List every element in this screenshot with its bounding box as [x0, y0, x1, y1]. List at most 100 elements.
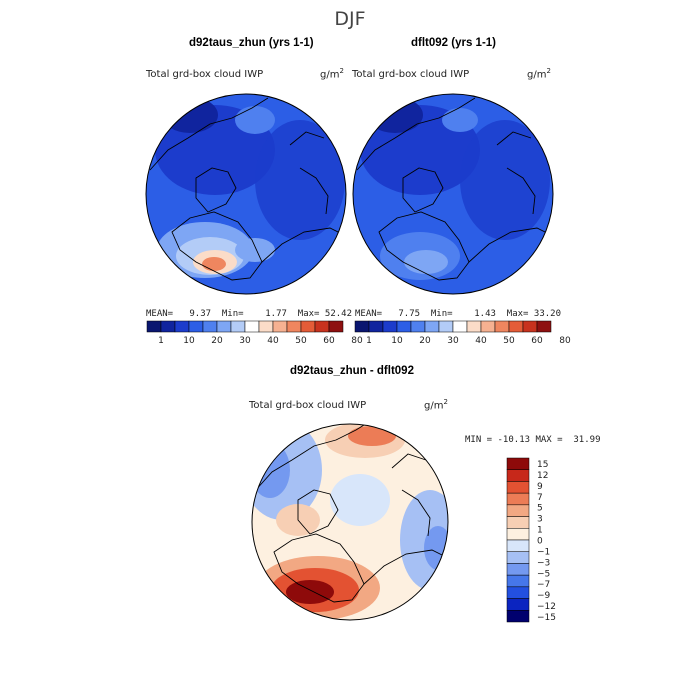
panel1-colorbar-swatch — [202, 320, 218, 333]
panel1-colorbar-swatch — [188, 320, 204, 333]
panel1-max: 52.42 — [324, 309, 352, 319]
panel3-pos-europe-max — [286, 580, 334, 604]
panel3-colorbar-tick: 9 — [537, 482, 543, 492]
panel1-colorbar-tick: 20 — [211, 336, 223, 346]
panel3-coast-alaska — [391, 453, 427, 469]
panel3-neg-arctic — [330, 474, 390, 526]
panel2-colorbar-swatch — [466, 320, 482, 333]
panel1-colorbar-swatch — [300, 320, 316, 333]
panel1-colorbar-tick: 60 — [323, 336, 335, 346]
panel1-colorbar-swatch — [328, 320, 344, 333]
panel1-coast-alaska — [289, 131, 325, 146]
panel1-mid-region — [235, 106, 275, 134]
panel3-colorbar-swatch — [506, 457, 530, 470]
panel2-colorbar-swatch — [508, 320, 524, 333]
panel2-map — [352, 93, 554, 295]
panel1-spot-mid — [235, 238, 275, 262]
panel3-colorbar-swatch — [506, 598, 530, 611]
panel3-max: 31.99 — [573, 435, 601, 445]
panel1-mean-label: MEAN= — [146, 309, 174, 319]
panel3-colorbar-tick: 3 — [537, 515, 543, 525]
panel1-colorbar-swatch — [244, 320, 260, 333]
panel1-colorbar-swatch — [160, 320, 176, 333]
panel3-colorbar-tick: 12 — [537, 471, 548, 481]
panel2-coast-siberia — [506, 167, 536, 215]
panel1-subtitle: Total grd-box cloud IWP — [146, 69, 264, 80]
panel1-low-region-east — [255, 120, 345, 240]
panel3-coast-europe — [273, 533, 365, 603]
panel3-colorbar-tick: −15 — [537, 613, 556, 623]
panel3-max-label: MAX = — [535, 435, 563, 445]
panel2-mean-label: MEAN= — [355, 309, 383, 319]
panel2-colorbar-swatch — [396, 320, 412, 333]
panel3-coast-siberia — [401, 489, 431, 537]
panel1-coast-america — [149, 97, 269, 171]
panel1-colorbar-tick: 10 — [183, 336, 195, 346]
panel1-colorbar-tick: 40 — [267, 336, 279, 346]
panel2-colorbar-swatch — [438, 320, 454, 333]
panel1-min: 1.77 — [265, 309, 287, 319]
panel1-coast-asia — [261, 227, 346, 263]
panel2-colorbar-swatch — [354, 320, 370, 333]
panel2-colorbar-tick: 30 — [447, 336, 459, 346]
panel1-max-label: Max= — [297, 309, 320, 319]
panel2-colorbar-swatch — [382, 320, 398, 333]
panel1-coast-europe — [171, 211, 263, 281]
panel2-coast-america — [356, 97, 476, 171]
panel3-pos-north-core — [348, 426, 396, 446]
panel3-colorbar-swatch — [506, 586, 530, 599]
panel1-colorbar-swatch — [258, 320, 274, 333]
panel3-colorbar-swatch — [506, 492, 530, 506]
panel1-colorbar: 1 10 20 30 40 50 60 80 — [146, 320, 363, 346]
panel1-min-label: Min= — [221, 309, 244, 319]
panel3-colorbar-swatch — [506, 504, 530, 517]
panel2-coast-asia — [468, 227, 553, 263]
panel2-low-region-east — [460, 120, 550, 240]
panel3-title: d92taus_zhun - dflt092 — [290, 365, 414, 377]
panel1-title: d92taus_zhun (yrs 1-1) — [189, 37, 314, 49]
panel3-colorbar-tick: −5 — [537, 569, 550, 579]
panel2-colorbar-swatch — [536, 320, 552, 333]
panel1-colorbar-tick: 80 — [351, 336, 363, 346]
panel2-max-label: Max= — [506, 309, 529, 319]
panel2-mean: 7.75 — [398, 309, 421, 319]
panel3-map-border — [251, 423, 449, 621]
panel2-colorbar-swatch — [410, 320, 426, 333]
panel1-colorbar-swatch — [314, 320, 330, 333]
panel3-min: -10.13 — [497, 435, 531, 445]
panel2-colorbar-swatch — [480, 320, 496, 333]
panel3-coast-greenland — [297, 489, 339, 535]
panel2-mid-region — [442, 108, 478, 132]
panel1-coast-siberia — [299, 167, 329, 215]
panel2-colorbar-tick: 20 — [419, 336, 431, 346]
panel2-colorbar-tick: 10 — [391, 336, 403, 346]
panel2-min: 1.43 — [474, 309, 496, 319]
panel1-units: g/m2 — [320, 67, 344, 81]
panel2-coast-alaska — [496, 131, 532, 146]
panel2-colorbar-tick: 40 — [475, 336, 487, 346]
panel2-min-region — [367, 97, 423, 133]
panel2-colorbar-tick: 1 — [366, 336, 372, 346]
panel3-stats: MIN = -10.13 MAX = 31.99 — [465, 436, 600, 445]
panel1-colorbar-tick: 50 — [295, 336, 307, 346]
season-title: DJF — [334, 8, 366, 30]
panel1-min-region — [162, 97, 218, 133]
panel3-colorbar-tick: −3 — [537, 558, 550, 568]
panel1-colorbar-swatch — [216, 320, 232, 333]
panel2-colorbar-swatch — [522, 320, 538, 333]
panel3-colorbar-swatch — [506, 610, 530, 623]
panel3-coast-america — [253, 424, 373, 493]
panel3-colorbar-tick: 1 — [537, 526, 543, 536]
panel2-max: 33.20 — [533, 309, 561, 319]
panel2-colorbar-swatch — [368, 320, 384, 333]
panel3-subtitle: Total grd-box cloud IWP — [249, 400, 367, 411]
panel1-europe-max — [202, 257, 226, 271]
panel3-colorbar-swatch — [506, 469, 530, 482]
panel3-colorbar-tick: −12 — [537, 602, 556, 612]
panel3-colorbar-tick: −7 — [537, 580, 550, 590]
panel1-colorbar-tick: 1 — [158, 336, 164, 346]
panel2-min-label: Min= — [430, 309, 453, 319]
panel1-stats: MEAN= 9.37 Min= 1.77 Max= 52.42 — [146, 310, 352, 319]
